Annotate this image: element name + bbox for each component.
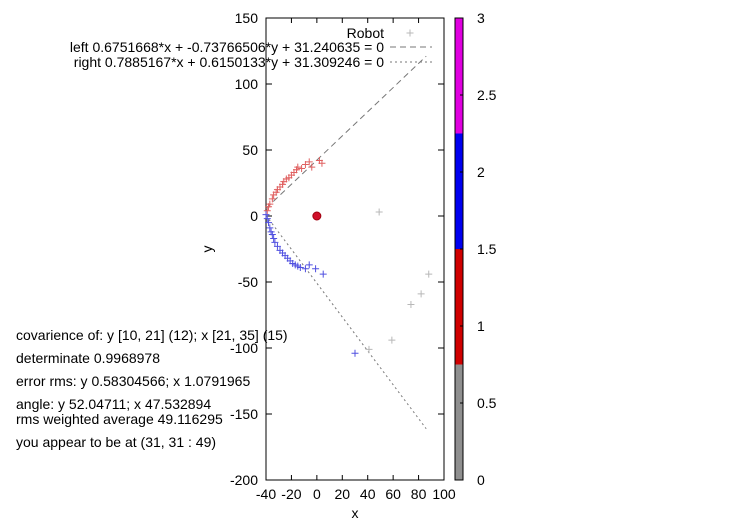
robot-other-marker — [425, 270, 433, 278]
left-points-marker — [268, 195, 276, 203]
left-fit-line — [265, 55, 427, 209]
legend-label: right 0.7885167*x + 0.6150133*y + 31.309… — [74, 54, 384, 70]
left-points-marker — [301, 161, 309, 169]
y-tick-label: -200 — [230, 472, 258, 488]
colorbar-tick-label: 2 — [477, 164, 485, 180]
y-tick-label: 100 — [235, 76, 259, 92]
left-points-marker — [263, 207, 271, 215]
colorbar-tick-label: 2.5 — [477, 87, 497, 103]
left-points-marker — [305, 158, 313, 166]
right-points-marker — [296, 263, 304, 271]
robot-other-marker — [417, 290, 425, 298]
right-points-marker — [270, 234, 278, 242]
plot-frame — [265, 17, 445, 481]
info-error-rms: error rms: y 0.58304566; x 1.0791965 — [16, 373, 251, 389]
info-rms-weighted: rms weighted average 49.116295 — [16, 411, 223, 427]
x-tick-label: -20 — [281, 486, 301, 502]
robot-other-marker — [365, 345, 373, 353]
colorbar-tick-label: 1 — [477, 318, 485, 334]
right-fit-line — [265, 215, 427, 430]
robot-other-marker — [407, 300, 415, 308]
x-tick-label: -40 — [256, 486, 276, 502]
right-points-marker — [265, 219, 273, 227]
robot-position-dot — [312, 211, 322, 221]
y-tick-label: -150 — [230, 406, 258, 422]
y-tick-label: -50 — [238, 274, 258, 290]
robot-other-marker — [388, 336, 396, 344]
right-points-marker — [263, 215, 271, 223]
colorbar-tick-label: 0 — [477, 472, 485, 488]
right-points-marker — [271, 238, 279, 246]
right-points-marker — [312, 265, 320, 273]
colorbar-band — [455, 133, 463, 249]
y-tick-label: 50 — [242, 142, 258, 158]
left-points-marker — [318, 159, 326, 167]
right-points-marker — [305, 261, 313, 269]
info-determinate: determinate 0.9968978 — [16, 350, 160, 366]
left-points-marker — [266, 200, 274, 208]
info-position: you appear to be at (31, 31 : 49) — [16, 434, 217, 450]
colorbar-band — [455, 249, 463, 365]
legend-label: Robot — [347, 25, 384, 41]
colorbar-band — [455, 18, 463, 134]
colorbar-tick-label: 3 — [477, 10, 485, 26]
left-points-marker — [294, 163, 302, 171]
info-covariance: covarience of: y [10, 21] (12); x [21, 3… — [16, 327, 288, 343]
x-axis-label: x — [352, 505, 359, 521]
right-points-marker — [319, 270, 327, 278]
y-axis-label: y — [199, 246, 215, 253]
colorbar-band — [455, 364, 463, 480]
left-points-marker — [298, 164, 306, 172]
right-points-marker — [273, 242, 281, 250]
info-angle: angle: y 52.04711; x 47.532894 — [16, 396, 212, 412]
right-points-marker — [268, 230, 276, 238]
legend-robot-marker — [406, 29, 414, 37]
right-points-marker — [266, 224, 274, 232]
x-tick-label: 100 — [432, 486, 456, 502]
x-tick-label: 80 — [411, 486, 427, 502]
x-tick-label: 20 — [334, 486, 350, 502]
x-tick-label: 40 — [360, 486, 376, 502]
left-points-marker — [308, 163, 316, 171]
right-points-marker — [351, 349, 359, 357]
colorbar-tick-label: 0.5 — [477, 395, 497, 411]
legend-label: left 0.6751668*x + -0.73766506*y + 31.24… — [70, 39, 384, 55]
x-tick-label: 0 — [313, 486, 321, 502]
y-tick-label: 0 — [250, 208, 258, 224]
colorbar-tick-label: 1.5 — [477, 241, 497, 257]
y-tick-label: -100 — [230, 340, 258, 356]
x-tick-label: 60 — [385, 486, 401, 502]
y-tick-label: 150 — [235, 10, 259, 26]
right-points-marker — [301, 265, 309, 273]
robot-other-marker — [375, 208, 383, 216]
right-points-marker — [262, 211, 270, 219]
